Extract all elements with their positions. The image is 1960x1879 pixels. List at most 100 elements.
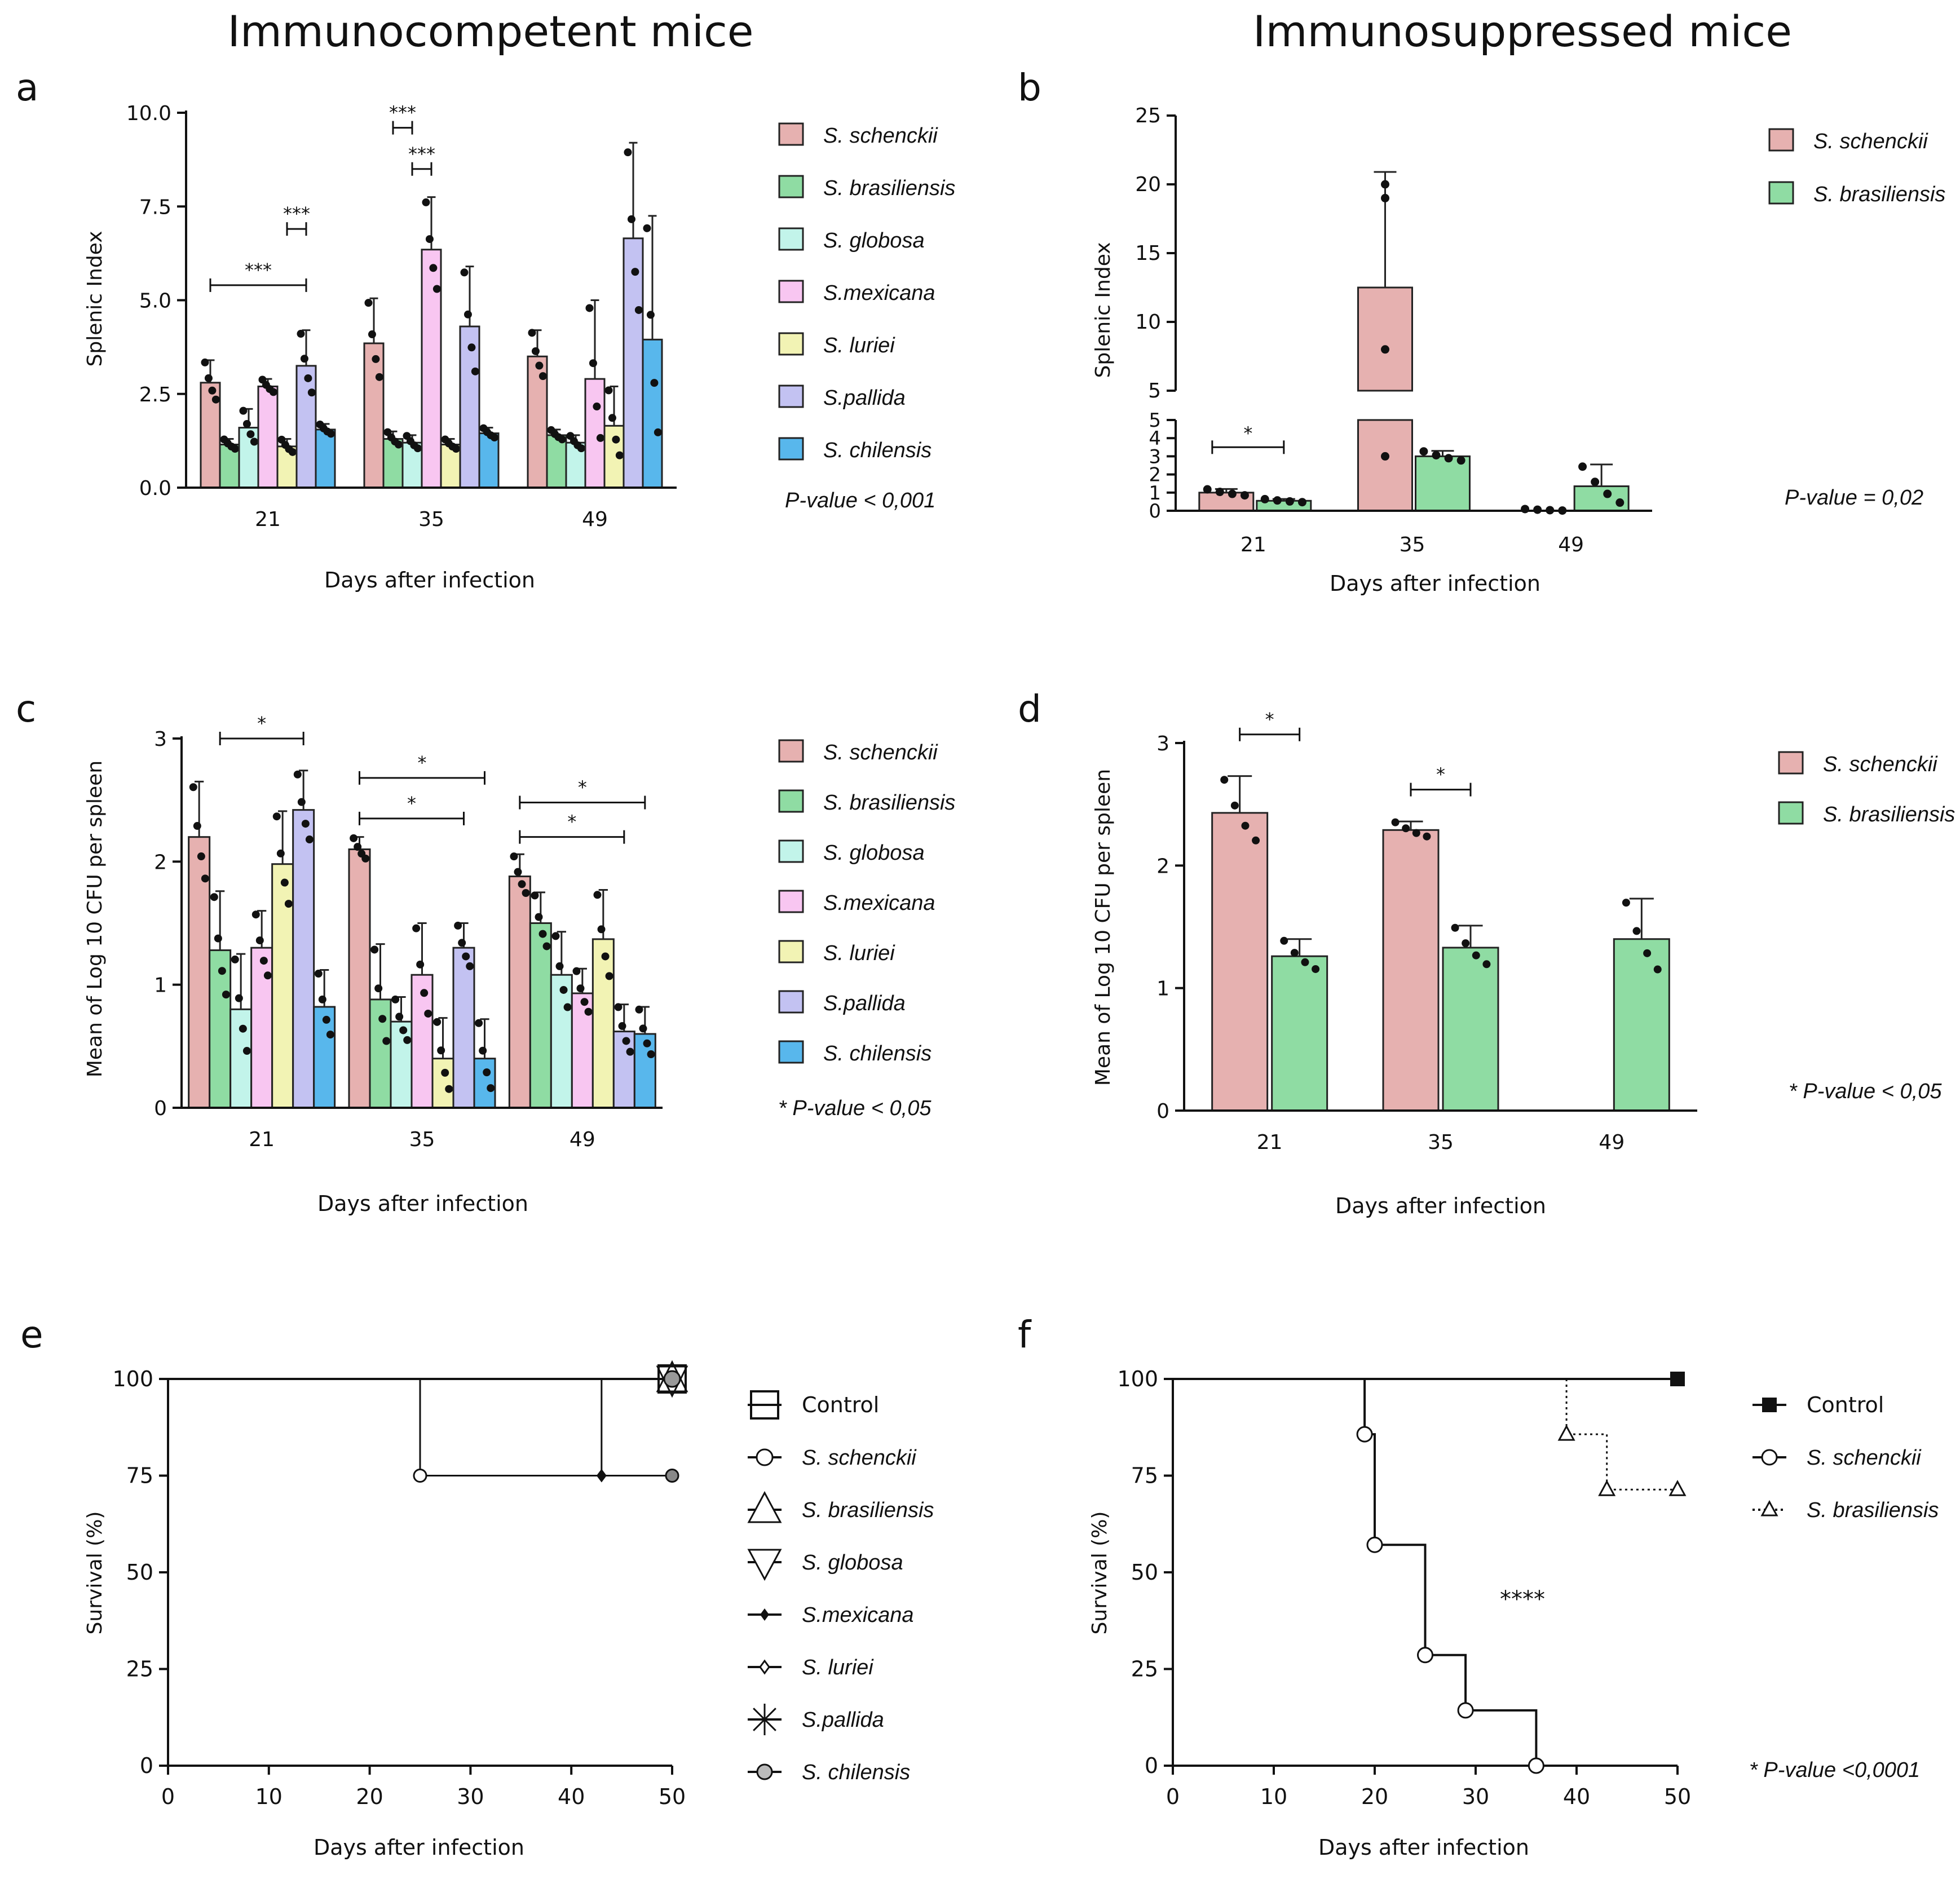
panel-b-significance-label: *	[1243, 422, 1252, 444]
panel-a-data-point	[490, 434, 498, 442]
panel-c-data-point	[542, 942, 551, 950]
panel-e-x-tick-label: 30	[457, 1784, 484, 1809]
panel-a-data-point	[372, 355, 380, 363]
panel-e-y-label: Survival (%)	[83, 1511, 107, 1635]
panel-a-data-point	[211, 395, 220, 404]
panel-a-bar	[363, 342, 385, 489]
panel-c-data-point	[605, 972, 613, 980]
panel-c-data-point	[193, 822, 201, 830]
panel-c-data-point	[635, 1005, 643, 1014]
panel-c-data-point	[293, 770, 302, 779]
panel-d-bar	[1211, 812, 1269, 1112]
panel-c-significance-label: *	[567, 811, 576, 833]
panel-c-data-point	[374, 984, 383, 993]
panel-a-data-point	[304, 374, 312, 382]
panel-c-data-point	[189, 783, 197, 792]
panel-a-pvalue-note: P-value < 0,001	[785, 489, 935, 512]
panel-f-y-label: Survival (%)	[1088, 1511, 1111, 1635]
panel-b-data-point	[1591, 478, 1600, 487]
panel-c-data-point	[479, 1046, 487, 1055]
panel-d-x-tick-label: 21	[1257, 1131, 1283, 1154]
panel-d-data-point	[1423, 832, 1431, 841]
panel-b-data-point	[1578, 462, 1587, 471]
heading-immunosuppressed: Immunosuppressed mice	[1253, 6, 1792, 56]
panel-c-bar	[390, 1020, 413, 1109]
legend-label: S. schenckii	[802, 1446, 917, 1470]
panel-a-data-point	[471, 367, 479, 375]
legend-swatch	[778, 384, 804, 408]
panel-a-data-point	[208, 386, 217, 395]
panel-d-data-point	[1402, 824, 1410, 833]
legend-swatch	[778, 839, 804, 863]
panel-a-data-point	[204, 374, 213, 382]
panel-a-data-point	[239, 406, 248, 415]
panel-letter-b: b	[1018, 66, 1041, 109]
panel-a-data-point	[307, 388, 316, 397]
panel-e-y-tick-label: 100	[112, 1367, 153, 1391]
panel-a-data-point	[585, 304, 594, 312]
panel-c-data-point	[263, 971, 272, 980]
panel-b-data-point	[1381, 180, 1389, 189]
panel-d-data-point	[1643, 949, 1652, 957]
legend-swatch	[778, 940, 804, 963]
panel-e-control-marker	[657, 1364, 687, 1394]
panel-b-y-label: Splenic Index	[1092, 242, 1115, 378]
legend-label: S. luriei	[823, 334, 895, 357]
panel-c-bar	[591, 938, 615, 1109]
panel-a-y-tick-label: 2.5	[139, 383, 171, 406]
panel-c-data-point	[458, 939, 466, 947]
panel-c-pvalue-note: * P-value < 0,05	[778, 1097, 932, 1120]
panel-a-data-point	[608, 414, 616, 422]
panel-a-data-point	[528, 329, 536, 337]
panel-f-y-tick-label: 0	[1145, 1753, 1158, 1778]
panel-c-significance-label: *	[407, 793, 416, 814]
panel-b-pvalue-note: P-value = 0,02	[1785, 486, 1923, 510]
panel-f-x-tick-label: 0	[1166, 1784, 1180, 1809]
panel-a-data-point	[242, 419, 251, 428]
panel-b-x-label: Days after infection	[1330, 571, 1540, 596]
legend-label: S.mexicana	[823, 891, 935, 915]
panel-c-data-point	[462, 952, 470, 961]
panel-d-significance-label: *	[1436, 764, 1445, 785]
panel-c-data-point	[326, 1031, 334, 1039]
legend-swatch	[778, 739, 804, 763]
panel-f-x-tick-label: 40	[1563, 1784, 1590, 1809]
legend-label: S. schenckii	[1813, 130, 1928, 153]
panel-b-y-tick-label: 4	[1149, 427, 1161, 450]
panel-e-x-tick-label: 10	[255, 1784, 282, 1809]
panel-b-data-point	[1432, 450, 1441, 459]
panel-e-end-marker	[665, 1469, 679, 1483]
panel-c-bar	[508, 876, 531, 1109]
panel-c-significance-label: *	[418, 752, 427, 773]
panel-f-schenckii-marker	[1356, 1426, 1373, 1443]
legend-label: S. schenckii	[1807, 1446, 1922, 1470]
panel-f-schenckii-marker	[1528, 1757, 1544, 1774]
panel-c-data-point	[518, 880, 526, 888]
legend-label: S.pallida	[802, 1708, 884, 1732]
panel-b-data-point	[1521, 505, 1530, 514]
panel-f-x-tick-label: 20	[1361, 1784, 1388, 1809]
panel-b-y-tick-label: 20	[1135, 173, 1161, 196]
panel-b-x-tick-label: 35	[1400, 533, 1425, 556]
panel-d-bar	[1382, 829, 1440, 1112]
panel-c-data-point	[403, 1036, 412, 1044]
panel-b-data-point	[1215, 488, 1224, 497]
panel-a-bar	[257, 385, 279, 489]
panel-b-data-point	[1419, 447, 1428, 456]
panel-c-x-label: Days after infection	[317, 1191, 528, 1216]
panel-c-data-point	[445, 1085, 453, 1093]
panel-f-x-label: Days after infection	[1318, 1835, 1529, 1860]
panel-f-x-tick-label: 30	[1462, 1784, 1489, 1809]
panel-c-data-point	[231, 955, 239, 963]
panel-d-data-point	[1482, 960, 1491, 969]
legend-swatch	[778, 789, 804, 813]
panel-c-data-point	[475, 1019, 483, 1027]
panel-c-data-point	[214, 934, 222, 943]
legend-label: S. luriei	[802, 1656, 874, 1679]
panel-c-data-point	[555, 962, 564, 970]
panel-b-y-tick-label: 3	[1149, 445, 1161, 468]
panel-c-data-point	[378, 1015, 387, 1023]
panel-c-data-point	[242, 1047, 251, 1055]
panel-a-bar	[315, 428, 336, 489]
panel-b-data-point	[1273, 496, 1282, 505]
